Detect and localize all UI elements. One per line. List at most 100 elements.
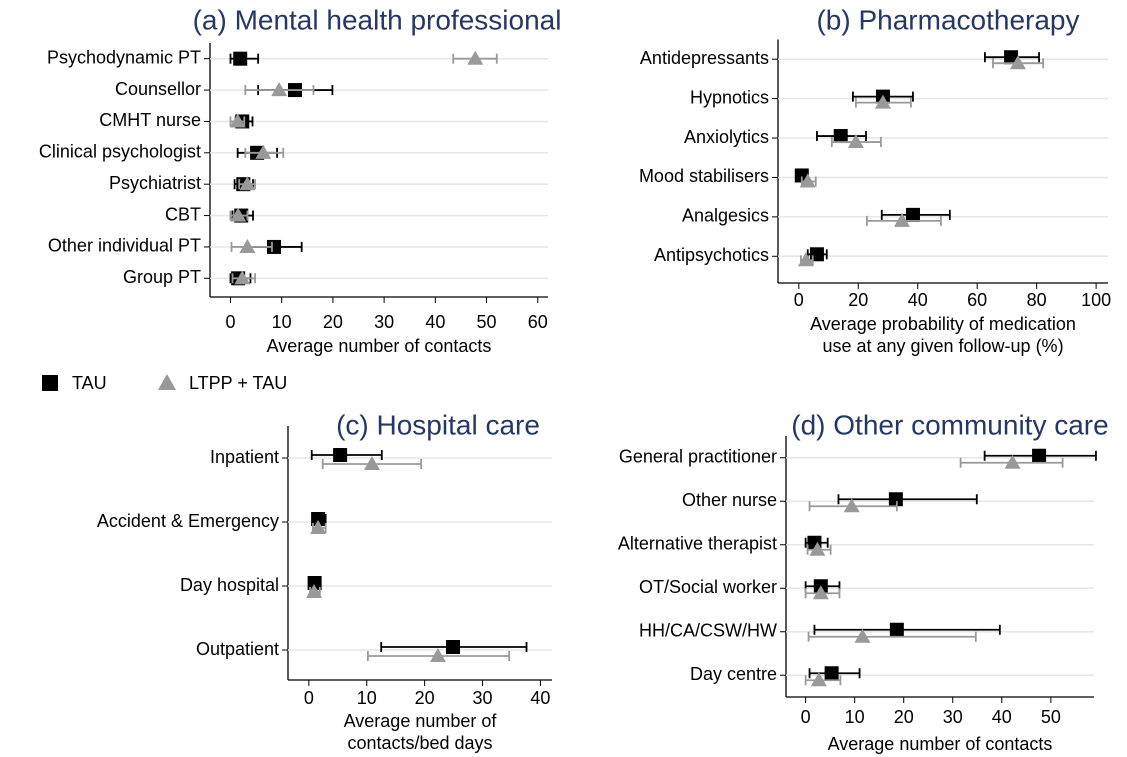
y-tick-label: Inpatient (210, 447, 279, 467)
x-tick-label: 10 (272, 312, 292, 332)
x-tick-label: 20 (415, 688, 435, 708)
panel-title: (b) Pharmacotherapy (816, 4, 1079, 35)
marker-triangle (271, 82, 288, 97)
marker-triangle (306, 584, 323, 598)
x-tick-label: 40 (425, 312, 445, 332)
marker-triangle (230, 207, 247, 222)
marker-triangle (255, 144, 272, 159)
y-tick-label: Antidepressants (640, 48, 769, 68)
y-tick-label: Day hospital (180, 575, 279, 595)
marker-triangle (234, 270, 251, 285)
x-axis-label: Average number of (344, 711, 498, 731)
x-tick-label: 80 (1027, 290, 1047, 310)
y-tick-label: Alternative therapist (618, 534, 777, 554)
x-axis-label: use at any given follow-up (%) (822, 336, 1063, 356)
marker-triangle (847, 134, 864, 149)
marker-triangle (874, 94, 891, 109)
y-tick-label: Outpatient (196, 639, 279, 659)
x-tick-label: 10 (357, 688, 377, 708)
marker-triangle (797, 252, 814, 267)
marker-triangle (239, 176, 256, 191)
y-tick-label: CBT (165, 204, 201, 224)
y-tick-label: Hypnotics (690, 87, 769, 107)
x-axis-label: contacts/bed days (347, 733, 492, 753)
marker-triangle (363, 456, 380, 470)
y-tick-label: Day centre (690, 664, 777, 684)
y-tick-label: Anxiolytics (684, 127, 769, 147)
x-tick-label: 30 (374, 312, 394, 332)
y-tick-label: Other nurse (682, 490, 777, 510)
marker-square (888, 492, 903, 507)
marker-square (824, 666, 839, 681)
panel-title: (c) Hospital care (336, 409, 540, 440)
marker-triangle (809, 541, 826, 556)
y-tick-label: General practitioner (619, 447, 777, 467)
x-tick-label: 40 (992, 707, 1012, 727)
y-tick-label: Mood stabilisers (639, 166, 769, 186)
marker-triangle (854, 628, 871, 643)
marker-triangle (229, 113, 246, 128)
marker-triangle (1009, 55, 1026, 70)
y-tick-label: Group PT (123, 267, 201, 287)
marker-triangle (843, 498, 860, 513)
x-tick-label: 0 (304, 688, 314, 708)
marker-triangle (810, 672, 827, 687)
marker-triangle (1004, 454, 1021, 469)
marker-square (307, 576, 322, 590)
y-tick-label: OT/Social worker (639, 577, 777, 597)
legend-marker (42, 375, 58, 391)
marker-triangle (812, 585, 829, 600)
y-tick-label: Other individual PT (48, 236, 201, 256)
y-tick-label: Accident & Emergency (97, 511, 279, 531)
y-tick-label: Clinical psychologist (39, 142, 201, 162)
x-tick-label: 40 (530, 688, 550, 708)
x-tick-label: 50 (1041, 707, 1061, 727)
marker-square (267, 239, 282, 254)
x-tick-label: 0 (794, 290, 804, 310)
marker-square (311, 512, 326, 526)
x-axis-label: Average number of contacts (828, 734, 1053, 754)
x-axis-label: Average probability of medication (810, 314, 1076, 334)
marker-square (233, 51, 248, 66)
x-tick-label: 0 (801, 707, 811, 727)
legend-label: LTPP + TAU (189, 373, 287, 393)
marker-triangle (467, 50, 484, 65)
x-tick-label: 60 (528, 312, 548, 332)
x-tick-label: 60 (967, 290, 987, 310)
y-tick-label: Counsellor (115, 79, 201, 99)
y-tick-label: Psychodynamic PT (47, 47, 201, 67)
marker-square (1032, 448, 1047, 463)
marker-triangle (310, 520, 327, 534)
x-tick-label: 100 (1081, 290, 1111, 310)
x-tick-label: 50 (477, 312, 497, 332)
y-tick-label: Psychiatrist (109, 173, 201, 193)
x-tick-label: 20 (848, 290, 868, 310)
marker-triangle (799, 173, 816, 188)
marker-square (333, 448, 348, 462)
x-tick-label: 0 (225, 312, 235, 332)
marker-triangle (239, 238, 256, 253)
legend-marker (158, 374, 176, 390)
marker-square (833, 129, 848, 144)
y-tick-label: Antipsychotics (654, 245, 769, 265)
x-tick-label: 10 (845, 707, 865, 727)
x-tick-label: 30 (943, 707, 963, 727)
x-axis-label: Average number of contacts (267, 336, 492, 356)
marker-square (889, 622, 904, 637)
marker-square (1004, 50, 1019, 65)
x-tick-label: 20 (323, 312, 343, 332)
x-tick-label: 30 (473, 688, 493, 708)
panel-title: (a) Mental health professional (193, 4, 562, 35)
y-tick-label: Analgesics (682, 206, 769, 226)
marker-square (446, 640, 460, 654)
marker-triangle (429, 648, 446, 662)
y-tick-label: HH/CA/CSW/HW (639, 621, 777, 641)
x-tick-label: 20 (894, 707, 914, 727)
panel-title: (d) Other community care (791, 409, 1108, 440)
y-tick-label: CMHT nurse (99, 110, 201, 130)
x-tick-label: 40 (908, 290, 928, 310)
legend-label: TAU (72, 373, 107, 393)
marker-triangle (893, 212, 910, 227)
